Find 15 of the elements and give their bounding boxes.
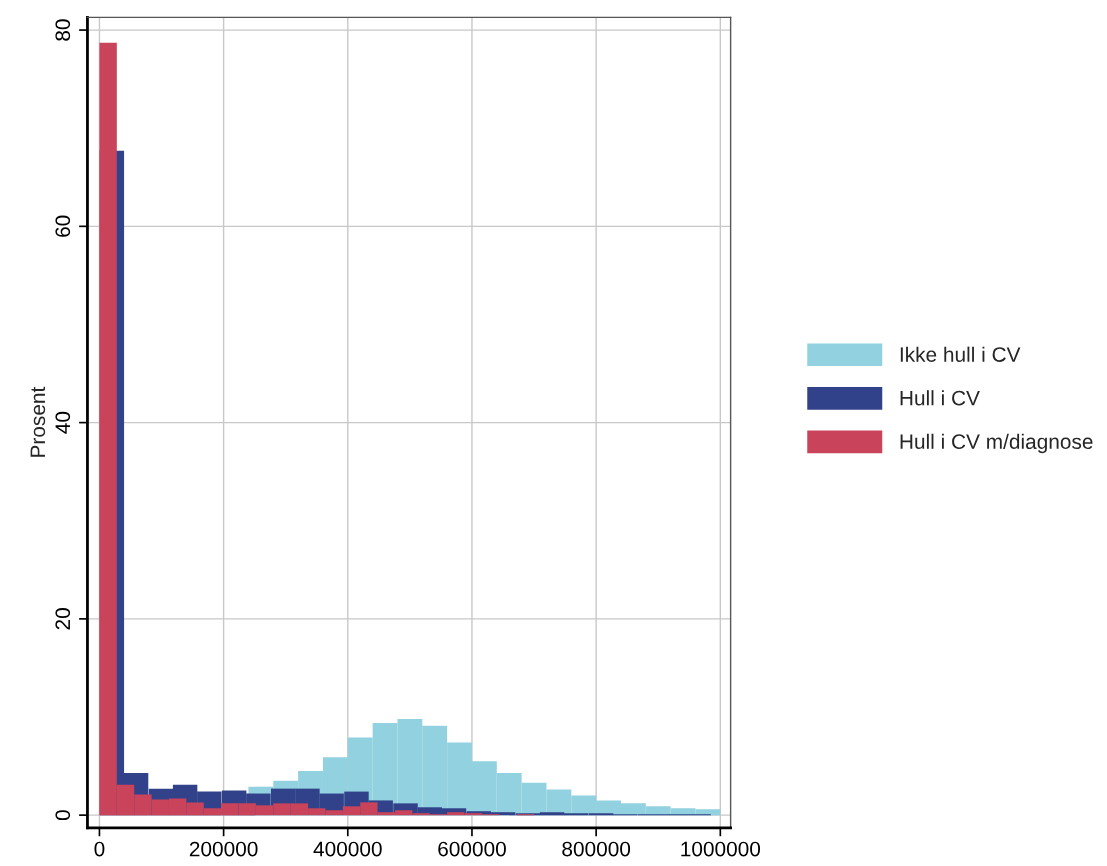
legend-label: Hull i CV — [900, 390, 980, 406]
y-tick-label: 0 — [55, 810, 71, 821]
y-tick-label: 40 — [55, 411, 71, 434]
x-tick-label: 0 — [94, 841, 105, 857]
y-tick-label: 20 — [55, 608, 71, 630]
y-axis-title: Prosent — [30, 386, 46, 457]
x-tick-label: 200000 — [189, 841, 258, 857]
x-tick-label: 800000 — [562, 841, 631, 857]
legend-label: Hull i CV m/diagnose — [900, 433, 1093, 454]
x-tick-label: 400000 — [313, 841, 382, 857]
y-tick-label: 80 — [55, 19, 71, 41]
y-tick-label: 60 — [55, 215, 71, 237]
legend-label: Ikke hull i CV — [900, 346, 1021, 362]
x-tick-label: 600000 — [438, 841, 506, 857]
x-tick-label: 1000000 — [681, 841, 761, 857]
